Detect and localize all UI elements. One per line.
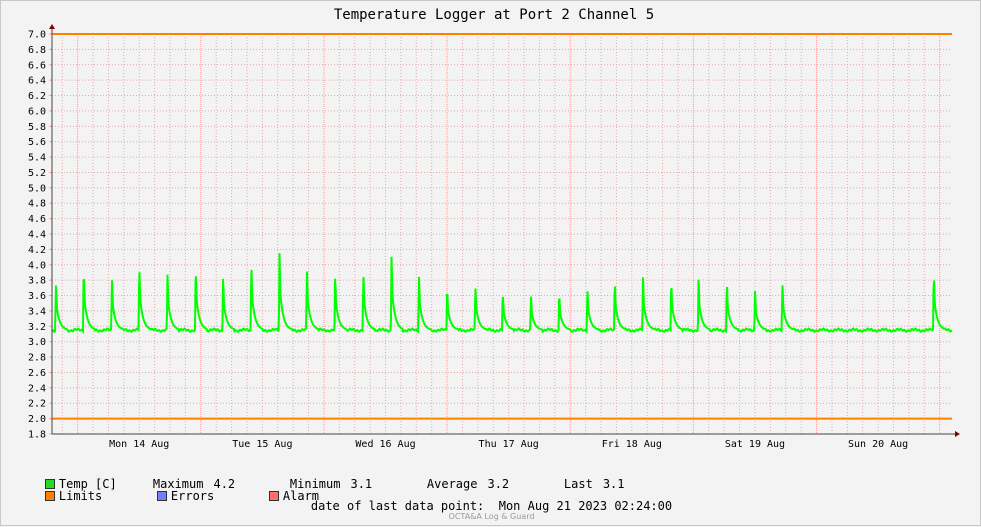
stat-maximum-value: 4.2 bbox=[213, 477, 236, 491]
y-tick-label: 5.6 bbox=[28, 137, 46, 148]
x-tick-label: Sat 19 Aug bbox=[725, 439, 785, 450]
legend-errors-label: Errors bbox=[170, 489, 215, 503]
y-tick-label: 3.4 bbox=[28, 306, 46, 317]
x-tick-label: Thu 17 Aug bbox=[479, 439, 539, 450]
y-tick-label: 4.2 bbox=[28, 245, 46, 256]
x-axis-arrow-icon bbox=[955, 431, 960, 437]
x-tick-label: Tue 15 Aug bbox=[232, 439, 292, 450]
x-tick-label: Sun 20 Aug bbox=[848, 439, 908, 450]
brand-watermark: OCTA&A Log & Guard bbox=[448, 512, 535, 521]
y-tick-label: 3.8 bbox=[28, 276, 46, 287]
stat-minimum-value: 3.1 bbox=[350, 477, 373, 491]
y-tick-label: 3.0 bbox=[28, 337, 46, 348]
last-data-point-value: Mon Aug 21 2023 02:24:00 bbox=[498, 499, 673, 513]
y-tick-label: 6.8 bbox=[28, 45, 46, 56]
stat-average-label: Average bbox=[426, 477, 478, 491]
stat-minimum-label: Minimum bbox=[289, 477, 341, 491]
legend-temp-label: Temp [C] bbox=[58, 477, 117, 491]
y-tick-label: 1.8 bbox=[28, 430, 46, 441]
y-tick-label: 2.0 bbox=[28, 414, 46, 425]
limits-swatch-icon bbox=[44, 490, 55, 501]
x-tick-label: Mon 14 Aug bbox=[109, 439, 169, 450]
y-tick-label: 2.8 bbox=[28, 353, 46, 364]
last-data-point-label: date of last data point: bbox=[310, 499, 485, 513]
y-tick-label: 4.6 bbox=[28, 214, 46, 225]
y-tick-label: 3.2 bbox=[28, 322, 46, 333]
legend-limits-label: Limits bbox=[58, 489, 103, 503]
y-tick-label: 4.4 bbox=[28, 230, 46, 241]
y-tick-label: 2.6 bbox=[28, 368, 46, 379]
y-tick-label: 6.0 bbox=[28, 106, 46, 117]
stat-last-value: 3.1 bbox=[602, 477, 625, 491]
y-tick-label: 6.2 bbox=[28, 91, 46, 102]
y-tick-label: 3.6 bbox=[28, 291, 46, 302]
stat-last: Last 3.1 bbox=[564, 477, 625, 491]
y-tick-label: 5.2 bbox=[28, 168, 46, 179]
legend-row-1: Temp [C] Maximum 4.2 Minimum 3.1 Average 3.2 La… bbox=[16, 463, 625, 505]
legend-row-2: Limits Errors Alarm bbox=[16, 475, 319, 517]
stat-maximum: Maximum 4.2 bbox=[153, 477, 290, 491]
y-tick-label: 5.8 bbox=[28, 122, 46, 133]
y-tick-label: 6.4 bbox=[28, 76, 46, 87]
x-tick-label: Wed 16 Aug bbox=[355, 439, 415, 450]
errors-swatch-icon bbox=[156, 490, 167, 501]
stat-average-value: 3.2 bbox=[487, 477, 510, 491]
y-tick-label: 5.4 bbox=[28, 153, 46, 164]
legend-alarm-label: Alarm bbox=[282, 489, 320, 503]
y-tick-label: 7.0 bbox=[28, 30, 46, 41]
y-tick-label: 2.4 bbox=[28, 383, 46, 394]
stat-minimum: Minimum 3.1 bbox=[290, 477, 427, 491]
temp-swatch-icon bbox=[44, 478, 55, 489]
y-tick-label: 4.8 bbox=[28, 199, 46, 210]
y-tick-label: 5.0 bbox=[28, 183, 46, 194]
stat-maximum-label: Maximum bbox=[152, 477, 204, 491]
y-tick-label: 4.0 bbox=[28, 260, 46, 271]
last-data-point: date of last data point: Mon Aug 21 2023… bbox=[1, 499, 981, 513]
alarm-swatch-icon bbox=[268, 490, 279, 501]
stat-last-label: Last bbox=[563, 477, 593, 491]
x-tick-label: Fri 18 Aug bbox=[602, 439, 662, 450]
y-tick-label: 2.2 bbox=[28, 399, 46, 410]
y-tick-label: 6.6 bbox=[28, 60, 46, 71]
y-axis-arrow-icon bbox=[49, 24, 55, 29]
chart-title: Temperature Logger at Port 2 Channel 5 bbox=[334, 7, 654, 23]
temp-series-line bbox=[51, 253, 953, 335]
stat-average: Average 3.2 bbox=[427, 477, 564, 491]
